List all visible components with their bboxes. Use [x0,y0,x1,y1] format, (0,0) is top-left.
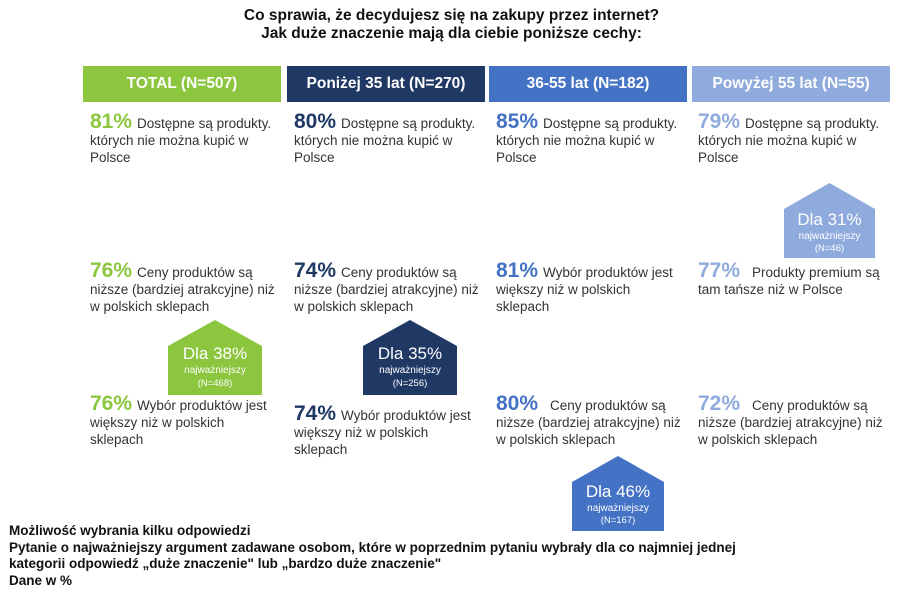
data-label: 85% Dostępne są produkty. których nie moż… [496,110,686,166]
most-important-badge-under-35: Dla 35% najważniejszy (N=256) [363,320,457,395]
badge-label: najważniejszy [587,503,649,514]
value-label: 74% [294,402,337,425]
most-important-badge-over-55: Dla 31% najważniejszy (N=46) [784,183,875,258]
item-text: Wybór produktów jest większy niż w polsk… [90,398,267,447]
most-important-badge-total: Dla 38% najważniejszy (N=468) [168,320,262,395]
data-label: 76% Wybór produktów jest większy niż w po… [90,392,280,448]
data-label: 77% Produkty premium są tam tańsze niż w … [698,259,888,298]
data-label: 79% Dostępne są produkty. których nie moż… [698,110,888,166]
badge-value: Dla 31% [797,210,862,229]
badge-n: (N=46) [814,243,845,254]
footnote-line-3: kategorii odpowiedź „duże znaczenie" lub… [9,556,442,571]
item-text: Wybór produktów jest większy niż w polsk… [294,408,471,457]
badge-label: najważniejszy [184,365,246,376]
item-text: Ceny produktów są niższe (bardziej atrak… [90,265,275,314]
data-label: 81% Wybór produktów jest większy niż w po… [496,259,686,315]
value-label: 74% [294,259,337,282]
title-line-1: Co sprawia, że decydujesz się na zakupy … [243,7,660,24]
item-text: Wybór produktów jest większy niż w polsk… [496,265,673,314]
badge-label: najważniejszy [798,231,861,242]
header-total: TOTAL (N=507) [83,66,281,102]
item-text: Dostępne są produkty. których nie można … [698,116,880,165]
footnote-line-2: Pytanie o najważniejszy argument zadawan… [9,539,736,555]
badge-value: Dla 46% [585,482,651,501]
value-label: 81% [90,110,133,133]
header-under-35: Poniżej 35 lat (N=270) [287,66,485,102]
value-label: 76% [90,392,133,415]
item-text: Ceny produktów są niższe (bardziej atrak… [294,265,479,314]
value-label: 81% [496,259,539,282]
data-label: 80% Ceny produktów są niższe (bardziej at… [496,392,686,448]
footnote: Możliwość wybrania kilku odpowiedzi Pyta… [9,523,899,589]
item-text: Ceny produktów są niższe (bardziej atrak… [496,398,681,447]
item-text: Produkty premium są tam tańsze niż w Pol… [698,265,880,297]
house-badge-icon [572,456,664,531]
house-badge-icon [168,320,262,395]
data-label: 74% Ceny produktów są niższe (bardziej at… [294,259,484,315]
most-important-badge-36-55: Dla 46% najważniejszy (N=167) [572,456,664,531]
badge-label: najważniejszy [379,365,441,376]
value-label: 79% [698,110,741,133]
item-text: Dostępne są produkty. których nie można … [90,116,272,165]
badge-n: (N=256) [392,378,428,389]
item-text: Dostępne są produkty. których nie można … [496,116,678,165]
house-badge-icon [784,183,875,258]
value-label: 80% [294,110,337,133]
value-label: 85% [496,110,539,133]
footnote-line-4: Dane w % [9,572,73,588]
data-label: 80% Dostępne są produkty. których nie moż… [294,110,484,166]
data-label: 76% Ceny produktów są niższe (bardziej at… [90,259,280,315]
value-label: 76% [90,259,133,282]
badge-n: (N=167) [600,515,636,526]
badge-value: Dla 38% [182,344,248,363]
data-label: 81% Dostępne są produkty. których nie moż… [90,110,280,166]
footnote-line-1: Możliwość wybrania kilku odpowiedzi [9,523,251,538]
item-text: Dostępne są produkty. których nie można … [294,116,476,165]
title-line-2: Jak duże znaczenie mają dla ciebie poniż… [261,25,642,42]
item-text: Ceny produktów są niższe (bardziej atrak… [698,398,883,447]
value-label: 80% [496,392,539,415]
chart-title: Co sprawia, że decydujesz się na zakupy … [0,7,903,43]
value-label: 77% [698,259,741,282]
value-label: 72% [698,392,741,415]
header-over-55: Powyżej 55 lat (N=55) [692,66,890,102]
data-label: 74% Wybór produktów jest większy niż w po… [294,402,484,458]
header-36-55: 36-55 lat (N=182) [489,66,687,102]
badge-n: (N=468) [197,378,233,389]
badge-value: Dla 35% [377,344,443,363]
data-label: 72% Ceny produktów są niższe (bardziej at… [698,392,888,448]
house-badge-icon [363,320,457,395]
